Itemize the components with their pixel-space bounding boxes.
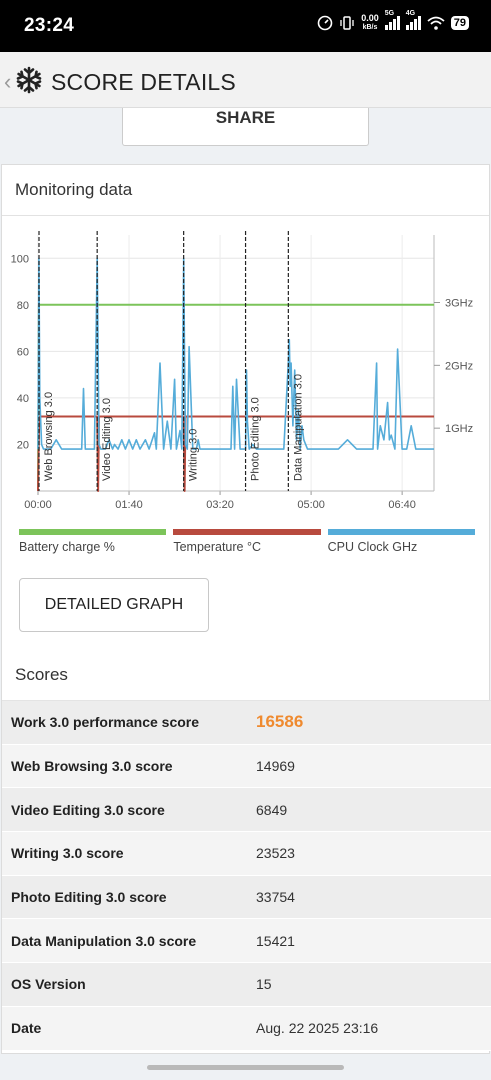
y-tick-label: 20 <box>17 439 29 451</box>
legend-item-temperature: Temperature °C <box>173 529 321 554</box>
gesture-bar[interactable] <box>147 1065 344 1070</box>
wifi-icon <box>427 16 445 30</box>
score-name: Photo Editing 3.0 score <box>11 889 167 906</box>
legend-swatch-cpu <box>327 529 475 535</box>
y-right-tick-label: 1GHz <box>445 423 473 435</box>
y-right-tick-label: 3GHz <box>445 297 473 309</box>
legend-item-battery: Battery charge % <box>19 529 167 554</box>
x-tick-label: 00:00 <box>24 499 52 511</box>
score-value: 14969 <box>256 758 295 775</box>
score-value: 16586 <box>256 712 304 732</box>
net-speed-unit: kB/s <box>362 24 378 31</box>
table-row: Date Aug. 22 2025 23:16 <box>2 1006 491 1051</box>
score-value: 15421 <box>256 932 295 949</box>
table-row: Video Editing 3.0 score 6849 <box>2 788 491 833</box>
legend-label-battery: Battery charge % <box>19 540 115 554</box>
score-name: Writing 3.0 score <box>11 845 124 862</box>
status-bar: 23:24 0.00 kB/s 5G 4G 79 <box>0 0 491 52</box>
y-tick-label: 40 <box>17 393 29 405</box>
y-tick-label: 80 <box>17 300 29 312</box>
legend-swatch-battery <box>19 529 167 535</box>
score-value: 33754 <box>256 889 295 906</box>
score-value: 15 <box>256 976 272 993</box>
app-header: ‹ SCORE DETAILS <box>0 52 491 108</box>
speedometer-icon <box>317 15 333 31</box>
section-label: Writing 3.0 <box>188 429 200 481</box>
share-area: SHARE <box>0 108 491 160</box>
y-right-tick-label: 2GHz <box>445 360 473 372</box>
score-name: Work 3.0 performance score <box>11 714 200 731</box>
signal-5g-label: 5G <box>384 10 395 17</box>
x-tick-label: 05:00 <box>297 499 325 511</box>
section-label: Web Browsing 3.0 <box>43 392 55 481</box>
chart-legend: Battery charge % Temperature °C CPU Cloc… <box>19 529 475 554</box>
net-speed: 0.00 kB/s <box>361 14 379 32</box>
signal-4g-icon: 4G <box>405 10 421 30</box>
table-row: Photo Editing 3.0 score 33754 <box>2 875 491 920</box>
signal-4g-label: 4G <box>405 10 416 17</box>
signal-5g-icon: 5G <box>384 10 400 30</box>
score-name: Data Manipulation 3.0 score <box>11 932 197 949</box>
page-title: SCORE DETAILS <box>51 69 236 95</box>
x-tick-label: 01:40 <box>115 499 143 511</box>
legend-item-cpu: CPU Clock GHz <box>327 529 475 554</box>
score-name: Video Editing 3.0 score <box>11 801 165 818</box>
scores-table: Work 3.0 performance score 16586 Web Brow… <box>2 700 491 1051</box>
battery-icon: 79 <box>450 16 469 30</box>
legend-label-temperature: Temperature °C <box>173 540 261 554</box>
score-value: Aug. 22 2025 23:16 <box>256 1020 379 1037</box>
monitoring-card: Monitoring data 20 40 60 80 100 00:00 01:40 03:… <box>1 164 491 1054</box>
x-tick-label: 03:20 <box>206 499 234 511</box>
score-name: Date <box>11 1020 42 1037</box>
x-tick-label: 06:40 <box>388 499 416 511</box>
monitoring-chart[interactable]: 20 40 60 80 100 00:00 01:40 03:20 05:00 06:40 1GHz… <box>2 221 491 521</box>
chevron-left-icon[interactable]: ‹ <box>4 69 12 94</box>
score-name: Web Browsing 3.0 score <box>11 758 173 775</box>
legend-swatch-temperature <box>173 529 321 535</box>
net-speed-value: 0.00 <box>361 13 379 23</box>
monitoring-title: Monitoring data <box>15 180 133 199</box>
score-value: 6849 <box>256 801 288 818</box>
table-row: Work 3.0 performance score 16586 <box>2 701 491 745</box>
section-label: Data Manipulation 3.0 <box>292 374 304 481</box>
table-row: Data Manipulation 3.0 score 15421 <box>2 919 491 964</box>
vibrate-icon <box>340 16 354 30</box>
snowflake-icon[interactable] <box>15 66 43 94</box>
section-label: Video Editing 3.0 <box>101 398 113 481</box>
share-button[interactable]: SHARE <box>122 108 369 146</box>
y-tick-label: 60 <box>17 346 29 358</box>
scores-title: Scores <box>15 665 68 684</box>
score-name: OS Version <box>11 976 86 993</box>
score-value: 23523 <box>256 845 295 862</box>
series-line-2 <box>37 257 434 450</box>
y-tick-label: 100 <box>11 253 29 265</box>
status-time: 23:24 <box>24 15 75 36</box>
detailed-graph-button[interactable]: DETAILED GRAPH <box>19 578 209 632</box>
divider <box>2 215 489 216</box>
section-label: Photo Editing 3.0 <box>250 397 262 481</box>
table-row: Writing 3.0 score 23523 <box>2 832 491 876</box>
table-row: OS Version 15 <box>2 963 491 1007</box>
status-icons: 0.00 kB/s 5G 4G 79 <box>317 10 469 32</box>
table-row: Web Browsing 3.0 score 14969 <box>2 744 491 789</box>
legend-label-cpu: CPU Clock GHz <box>327 540 418 554</box>
